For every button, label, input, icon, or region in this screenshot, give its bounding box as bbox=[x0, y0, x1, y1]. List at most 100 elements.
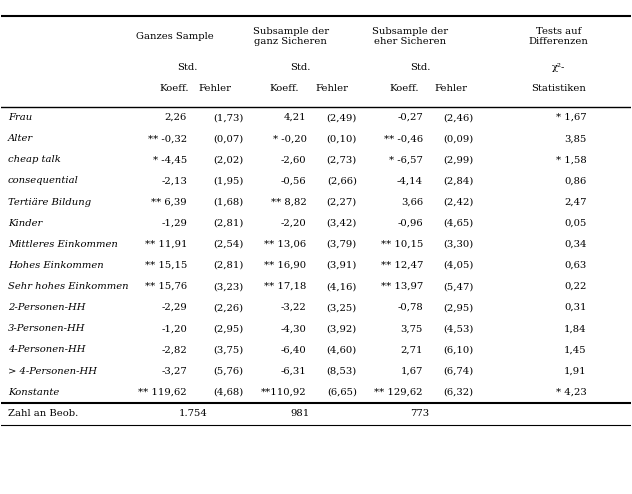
Text: ** 11,91: ** 11,91 bbox=[145, 240, 187, 249]
Text: (6,32): (6,32) bbox=[443, 388, 473, 397]
Text: (2,46): (2,46) bbox=[443, 113, 473, 122]
Text: (2,73): (2,73) bbox=[327, 155, 357, 165]
Text: (0,09): (0,09) bbox=[443, 134, 473, 143]
Text: Koeff.: Koeff. bbox=[160, 84, 189, 93]
Text: -2,20: -2,20 bbox=[281, 219, 307, 228]
Text: * -0,20: * -0,20 bbox=[272, 134, 307, 143]
Text: (0,07): (0,07) bbox=[214, 134, 244, 143]
Text: (2,66): (2,66) bbox=[327, 176, 357, 185]
Text: 3-Personen-HH: 3-Personen-HH bbox=[8, 324, 85, 333]
Text: Tests auf
Differenzen: Tests auf Differenzen bbox=[528, 27, 588, 46]
Text: 0,31: 0,31 bbox=[564, 303, 586, 312]
Text: (3,75): (3,75) bbox=[214, 345, 244, 354]
Text: (3,25): (3,25) bbox=[327, 303, 357, 312]
Text: (3,91): (3,91) bbox=[327, 261, 357, 270]
Text: Ganzes Sample: Ganzes Sample bbox=[135, 32, 213, 41]
Text: 1,67: 1,67 bbox=[401, 367, 423, 375]
Text: (4,05): (4,05) bbox=[443, 261, 473, 270]
Text: Hohes Einkommen: Hohes Einkommen bbox=[8, 261, 104, 270]
Text: cheap talk: cheap talk bbox=[8, 155, 61, 165]
Text: (2,54): (2,54) bbox=[213, 240, 244, 249]
Text: Koeff.: Koeff. bbox=[270, 84, 300, 93]
Text: -3,22: -3,22 bbox=[281, 303, 307, 312]
Text: ** 13,06: ** 13,06 bbox=[264, 240, 307, 249]
Text: 3,75: 3,75 bbox=[401, 324, 423, 333]
Text: * -6,57: * -6,57 bbox=[389, 155, 423, 165]
Text: (2,81): (2,81) bbox=[213, 261, 244, 270]
Text: (4,65): (4,65) bbox=[443, 219, 473, 228]
Text: 1.754: 1.754 bbox=[179, 409, 208, 418]
Text: (1,95): (1,95) bbox=[213, 176, 244, 185]
Text: Zahl an Beob.: Zahl an Beob. bbox=[8, 409, 78, 418]
Text: -3,27: -3,27 bbox=[161, 367, 187, 375]
Text: -4,30: -4,30 bbox=[281, 324, 307, 333]
Text: 2-Personen-HH: 2-Personen-HH bbox=[8, 303, 85, 312]
Text: 0,34: 0,34 bbox=[564, 240, 586, 249]
Text: Kinder: Kinder bbox=[8, 219, 42, 228]
Text: ** -0,46: ** -0,46 bbox=[384, 134, 423, 143]
Text: (2,95): (2,95) bbox=[214, 324, 244, 333]
Text: (2,26): (2,26) bbox=[214, 303, 244, 312]
Text: Frau: Frau bbox=[8, 113, 32, 122]
Text: (1,68): (1,68) bbox=[214, 198, 244, 206]
Text: 1,91: 1,91 bbox=[564, 367, 586, 375]
Text: χ²-: χ²- bbox=[552, 63, 565, 72]
Text: (1,73): (1,73) bbox=[213, 113, 244, 122]
Text: 3,85: 3,85 bbox=[564, 134, 586, 143]
Text: Tertiäre Bildung: Tertiäre Bildung bbox=[8, 198, 91, 206]
Text: Fehler: Fehler bbox=[435, 84, 468, 93]
Text: -4,14: -4,14 bbox=[397, 176, 423, 185]
Text: ** 6,39: ** 6,39 bbox=[152, 198, 187, 206]
Text: 1,84: 1,84 bbox=[564, 324, 586, 333]
Text: (2,02): (2,02) bbox=[214, 155, 244, 165]
Text: 1,45: 1,45 bbox=[564, 345, 586, 354]
Text: ** -0,32: ** -0,32 bbox=[148, 134, 187, 143]
Text: 2,26: 2,26 bbox=[165, 113, 187, 122]
Text: -2,29: -2,29 bbox=[161, 303, 187, 312]
Text: Std.: Std. bbox=[290, 63, 310, 72]
Text: -6,31: -6,31 bbox=[281, 367, 307, 375]
Text: -0,56: -0,56 bbox=[281, 176, 307, 185]
Text: -1,20: -1,20 bbox=[161, 324, 187, 333]
Text: 2,47: 2,47 bbox=[564, 198, 586, 206]
Text: (5,76): (5,76) bbox=[214, 367, 244, 375]
Text: * 4,23: * 4,23 bbox=[556, 388, 586, 397]
Text: > 4-Personen-HH: > 4-Personen-HH bbox=[8, 367, 97, 375]
Text: * 1,67: * 1,67 bbox=[556, 113, 586, 122]
Text: * 1,58: * 1,58 bbox=[556, 155, 586, 165]
Text: 773: 773 bbox=[410, 409, 429, 418]
Text: (3,92): (3,92) bbox=[327, 324, 357, 333]
Text: (0,10): (0,10) bbox=[327, 134, 357, 143]
Text: Statistiken: Statistiken bbox=[531, 84, 586, 93]
Text: (2,49): (2,49) bbox=[327, 113, 357, 122]
Text: ** 17,18: ** 17,18 bbox=[264, 282, 307, 291]
Text: (4,68): (4,68) bbox=[214, 388, 244, 397]
Text: 2,71: 2,71 bbox=[401, 345, 423, 354]
Text: -2,60: -2,60 bbox=[281, 155, 307, 165]
Text: (2,95): (2,95) bbox=[443, 303, 473, 312]
Text: 0,22: 0,22 bbox=[564, 282, 586, 291]
Text: * -4,45: * -4,45 bbox=[153, 155, 187, 165]
Text: (2,81): (2,81) bbox=[213, 219, 244, 228]
Text: Fehler: Fehler bbox=[315, 84, 348, 93]
Text: Fehler: Fehler bbox=[199, 84, 232, 93]
Text: -1,29: -1,29 bbox=[161, 219, 187, 228]
Text: ** 15,15: ** 15,15 bbox=[145, 261, 187, 270]
Text: 4-Personen-HH: 4-Personen-HH bbox=[8, 345, 85, 354]
Text: (4,53): (4,53) bbox=[443, 324, 473, 333]
Text: -2,13: -2,13 bbox=[161, 176, 187, 185]
Text: Sehr hohes Einkommen: Sehr hohes Einkommen bbox=[8, 282, 128, 291]
Text: 3,66: 3,66 bbox=[401, 198, 423, 206]
Text: consequential: consequential bbox=[8, 176, 78, 185]
Text: 981: 981 bbox=[291, 409, 310, 418]
Text: (6,65): (6,65) bbox=[327, 388, 357, 397]
Text: ** 12,47: ** 12,47 bbox=[380, 261, 423, 270]
Text: 0,63: 0,63 bbox=[564, 261, 586, 270]
Text: (4,60): (4,60) bbox=[327, 345, 357, 354]
Text: Std.: Std. bbox=[410, 63, 430, 72]
Text: (2,99): (2,99) bbox=[443, 155, 473, 165]
Text: -6,40: -6,40 bbox=[281, 345, 307, 354]
Text: (5,47): (5,47) bbox=[443, 282, 473, 291]
Text: 0,86: 0,86 bbox=[564, 176, 586, 185]
Text: (3,30): (3,30) bbox=[443, 240, 473, 249]
